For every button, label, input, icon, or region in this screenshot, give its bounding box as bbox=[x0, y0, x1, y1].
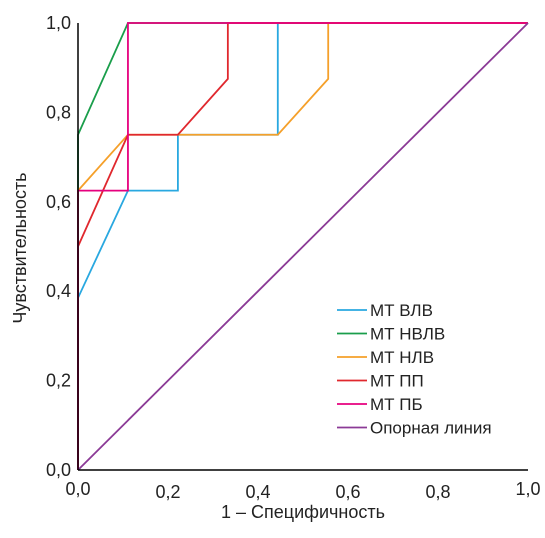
legend-label: МТ НЛВ bbox=[370, 348, 434, 367]
y-tick-label: 0,4 bbox=[46, 281, 71, 301]
legend-label: МТ ПБ bbox=[370, 395, 423, 414]
x-tick-label: 0,6 bbox=[335, 482, 360, 502]
series-line-0 bbox=[77, 22, 528, 470]
x-tick-label: 0,2 bbox=[155, 482, 180, 502]
legend-label: МТ НВЛВ bbox=[370, 325, 445, 344]
axes bbox=[77, 23, 528, 471]
legend-label: Опорная линия bbox=[370, 419, 492, 438]
y-axis-title: Чувствительность bbox=[10, 172, 30, 323]
series-line-5 bbox=[77, 22, 529, 471]
x-tick-label: 0,4 bbox=[245, 482, 270, 502]
x-tick-label: 1,0 bbox=[515, 479, 540, 499]
y-tick-label: 0,2 bbox=[46, 371, 71, 391]
x-tick-label: 0,8 bbox=[425, 482, 450, 502]
x-axis-title: 1 – Специфичность bbox=[221, 502, 385, 522]
y-tick-label: 0,0 bbox=[46, 460, 71, 480]
plot-lines bbox=[77, 22, 529, 471]
legend-label: МТ ПП bbox=[370, 372, 424, 391]
legend: МТ ВЛВ МТ НВЛВ МТ НЛВ МТ ПП МТ ПБ Опорная лин… bbox=[337, 301, 492, 438]
y-tick-label: 0,6 bbox=[46, 192, 71, 212]
tick-labels: 0,0 0,2 0,4 0,6 0,8 1,0 0,0 0,2 0,4 0,6 0,8 1,0 bbox=[46, 13, 541, 502]
legend-label: МТ ВЛВ bbox=[370, 301, 433, 320]
y-tick-label: 1,0 bbox=[46, 13, 71, 33]
x-tick-label: 0,0 bbox=[65, 479, 90, 499]
y-tick-label: 0,8 bbox=[46, 102, 71, 122]
